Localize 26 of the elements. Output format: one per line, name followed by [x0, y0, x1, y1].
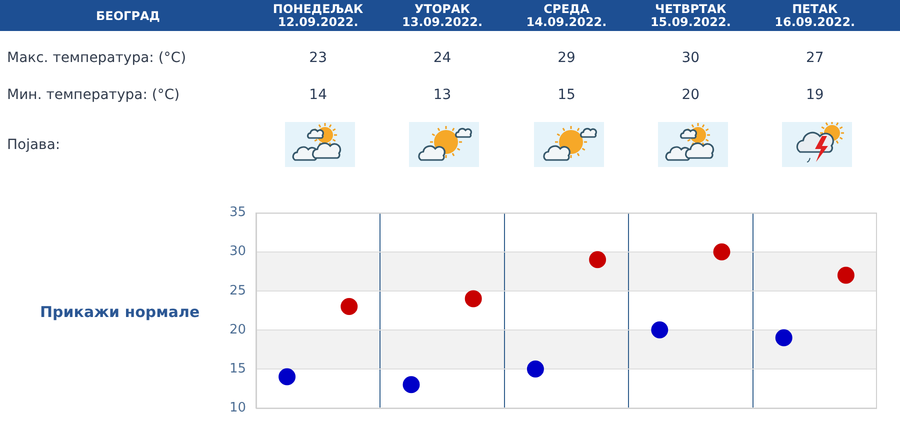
text: ПОНЕДЕЉАК 12.09.2022. [272, 0, 364, 30]
text: ЧЕТВРТАК 15.09.2022. [649, 0, 732, 30]
text: БЕОГРАД [95, 8, 161, 24]
data-label: 14 [308, 86, 328, 105]
text: УТОРАК 13.09.2022. [401, 0, 484, 30]
text: Макс. температура: (°C) [7, 49, 186, 68]
text: СРЕДА 14.09.2022. [525, 0, 608, 30]
data-label: 20 [680, 86, 701, 105]
data-label: 13 [432, 86, 452, 105]
text: Мин. температура: (°C) [7, 86, 180, 105]
text: ПЕТАК 16.09.2022. [774, 0, 856, 30]
y-tick-label: 35 [229, 205, 246, 220]
data-label: 29 [556, 49, 576, 68]
data-label: 19 [804, 86, 825, 105]
data-label: 30 [680, 49, 701, 68]
data-label: 15 [556, 86, 576, 105]
y-tick-label: 30 [229, 244, 246, 260]
y-tick-label: 25 [229, 283, 246, 298]
data-label: 27 [804, 49, 825, 68]
data-label: 24 [432, 49, 452, 68]
text: Појава: [7, 136, 60, 155]
data-label: 23 [308, 49, 328, 68]
text: Прикажи нормале [40, 302, 200, 323]
y-tick-label: 15 [229, 361, 246, 376]
y-tick-label: 20 [229, 322, 246, 338]
y-tick-label: 10 [229, 400, 246, 416]
